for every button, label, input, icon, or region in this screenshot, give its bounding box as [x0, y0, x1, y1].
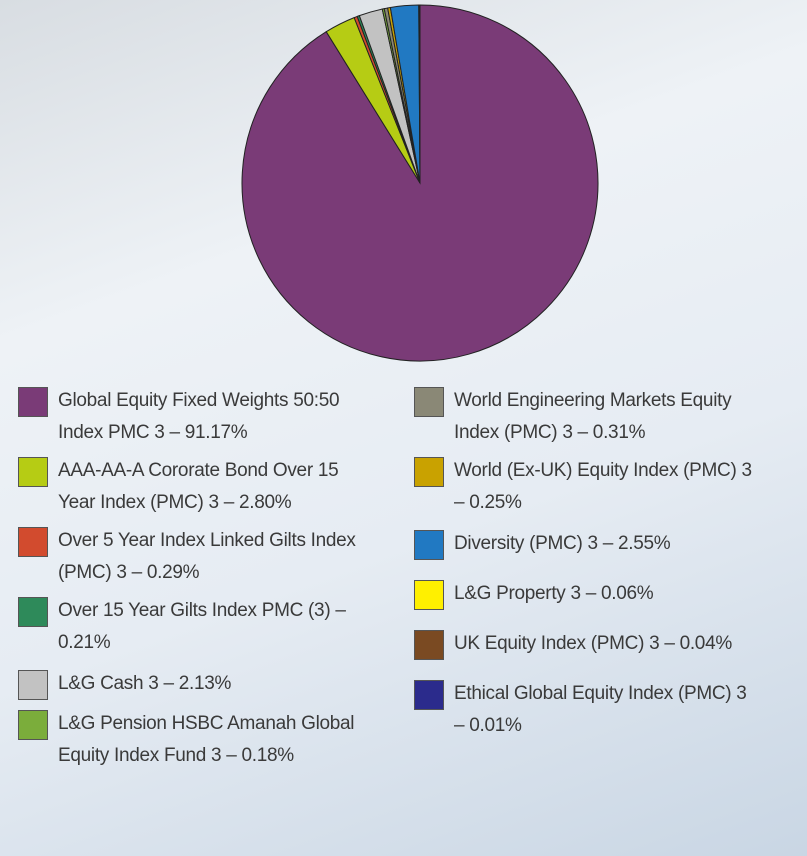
- legend-item: UK Equity Index (PMC) 3 – 0.04%: [414, 628, 807, 660]
- legend-label: World (Ex-UK) Equity Index (PMC) 3 – 0.2…: [454, 455, 754, 519]
- legend-item: Over 5 Year Index Linked Gilts Index (PM…: [18, 525, 378, 589]
- legend-swatch: [414, 387, 444, 417]
- legend-swatch: [414, 680, 444, 710]
- legend-label: Over 5 Year Index Linked Gilts Index (PM…: [58, 525, 378, 589]
- legend-item: Over 15 Year Gilts Index PMC (3) – 0.21%: [18, 595, 378, 659]
- legend-swatch: [18, 457, 48, 487]
- legend-item: Diversity (PMC) 3 – 2.55%: [414, 528, 807, 560]
- legend-label: L&G Property 3 – 0.06%: [454, 578, 807, 610]
- legend-swatch: [18, 670, 48, 700]
- legend-item: World (Ex-UK) Equity Index (PMC) 3 – 0.2…: [414, 455, 754, 519]
- legend-item: World Engineering Markets Equity Index (…: [414, 385, 774, 449]
- legend-swatch: [18, 710, 48, 740]
- legend-swatch: [414, 580, 444, 610]
- legend-label: L&G Cash 3 – 2.13%: [58, 668, 378, 700]
- legend-swatch: [414, 530, 444, 560]
- legend-swatch: [414, 457, 444, 487]
- legend-label: UK Equity Index (PMC) 3 – 0.04%: [454, 628, 807, 660]
- legend-swatch: [18, 597, 48, 627]
- legend-swatch: [414, 630, 444, 660]
- legend-label: Over 15 Year Gilts Index PMC (3) – 0.21%: [58, 595, 378, 659]
- pie-chart: [0, 0, 807, 370]
- legend-swatch: [18, 387, 48, 417]
- legend-item: Global Equity Fixed Weights 50:50 Index …: [18, 385, 378, 449]
- legend-label: Global Equity Fixed Weights 50:50 Index …: [58, 385, 378, 449]
- legend-label: AAA-AA-A Cororate Bond Over 15 Year Inde…: [58, 455, 378, 519]
- legend-item: L&G Cash 3 – 2.13%: [18, 668, 378, 700]
- legend-label: World Engineering Markets Equity Index (…: [454, 385, 774, 449]
- page: Global Equity Fixed Weights 50:50 Index …: [0, 0, 807, 856]
- legend-swatch: [18, 527, 48, 557]
- legend-item: Ethical Global Equity Index (PMC) 3 – 0.…: [414, 678, 754, 742]
- legend-label: Diversity (PMC) 3 – 2.55%: [454, 528, 807, 560]
- legend-item: L&G Property 3 – 0.06%: [414, 578, 807, 610]
- legend-label: Ethical Global Equity Index (PMC) 3 – 0.…: [454, 678, 754, 742]
- legend-item: AAA-AA-A Cororate Bond Over 15 Year Inde…: [18, 455, 378, 519]
- legend-item: L&G Pension HSBC Amanah Global Equity In…: [18, 708, 378, 772]
- legend-label: L&G Pension HSBC Amanah Global Equity In…: [58, 708, 378, 772]
